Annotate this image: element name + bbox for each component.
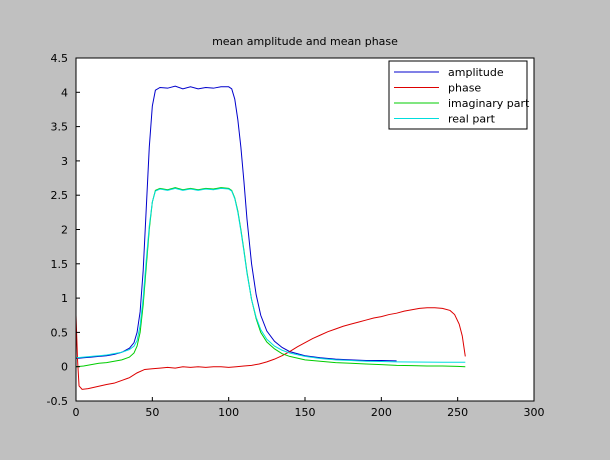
y-tick-label: 3 (61, 155, 68, 168)
series-line-2 (75, 187, 466, 368)
x-tick-label: 0 (73, 406, 80, 419)
series-line-3 (75, 187, 466, 363)
legend-label: imaginary part (448, 97, 530, 110)
y-tick-label: 3.5 (51, 121, 69, 134)
y-tick-label: 0.5 (51, 326, 69, 339)
x-tick-label: 50 (145, 406, 159, 419)
series-layer (75, 85, 466, 390)
y-tick-label: 0 (61, 361, 68, 374)
x-tick-label: 100 (218, 406, 239, 419)
y-tick-label: 4 (61, 86, 68, 99)
y-tick-label: 1 (61, 292, 68, 305)
x-tick-label: 250 (447, 406, 468, 419)
series-line-0 (75, 85, 397, 362)
y-tick-label: -0.5 (47, 395, 68, 408)
y-tick-label: 2.5 (51, 189, 69, 202)
legend-label: phase (448, 82, 481, 95)
y-tick-label: 4.5 (51, 52, 69, 65)
x-tick-label: 200 (371, 406, 392, 419)
x-tick-label: 150 (295, 406, 316, 419)
legend: amplitude phase imaginary part real part (388, 60, 530, 130)
series-line-1 (75, 307, 466, 390)
legend-label: amplitude (448, 66, 504, 79)
y-tick-label: 1.5 (51, 258, 69, 271)
chart-title: mean amplitude and mean phase (212, 35, 398, 48)
x-axis: 0 50 100 150 200 250 300 (73, 397, 545, 419)
y-axis: -0.5 0 0.5 1 1.5 2 2.5 3 3.5 4 4.5 (47, 52, 80, 408)
x-tick-label: 300 (524, 406, 545, 419)
y-tick-label: 2 (61, 224, 68, 237)
legend-label: real part (448, 113, 496, 126)
